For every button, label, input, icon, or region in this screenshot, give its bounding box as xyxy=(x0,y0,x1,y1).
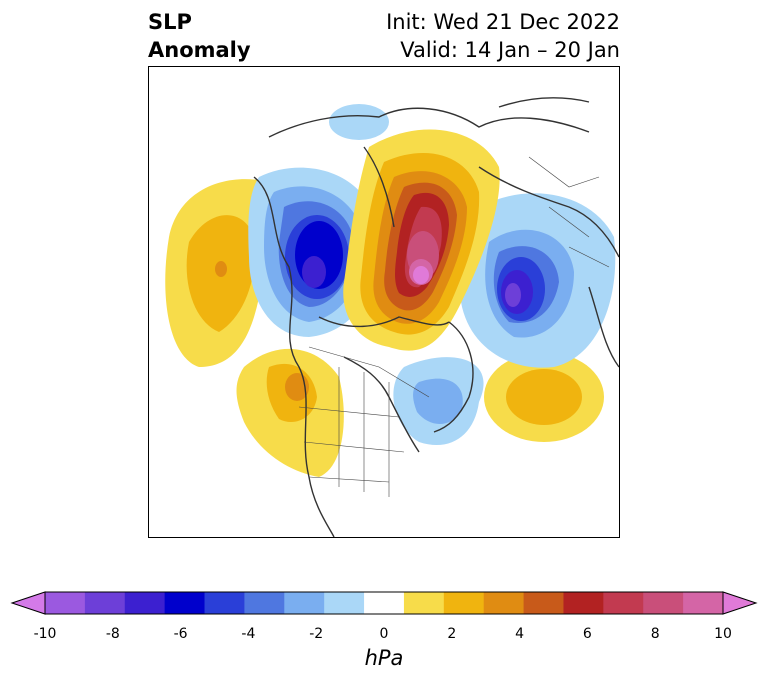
canada-low-anomaly xyxy=(393,357,484,446)
colorbar-bin xyxy=(84,592,126,614)
colorbar-bin xyxy=(443,592,485,614)
colorbar-tick-label: 6 xyxy=(582,626,592,642)
colorbar-tick-label: 10 xyxy=(714,626,732,642)
colorbar-tick-label: -2 xyxy=(309,626,324,642)
colorbar-label: hPa xyxy=(364,646,404,670)
colorbar-bins xyxy=(45,592,724,614)
coastlines xyxy=(253,97,619,537)
europe-low-anomaly xyxy=(453,193,616,368)
colorbar-bin xyxy=(284,592,325,614)
colorbar-bin xyxy=(403,592,445,614)
map-title: SLP Anomaly xyxy=(148,8,251,64)
colorbar-bin xyxy=(603,592,644,614)
colorbar-max-extension xyxy=(722,591,758,615)
arctic-high-anomaly xyxy=(343,129,500,351)
colorbar-bin xyxy=(563,592,604,614)
colorbar-tick-label: -8 xyxy=(105,626,120,642)
colorbar-min-extension xyxy=(10,591,46,615)
colorbar-bin xyxy=(204,592,245,614)
title-line-2: Anomaly xyxy=(148,38,251,62)
colorbar-tick-label: -6 xyxy=(173,626,188,642)
colorbar-bin xyxy=(324,592,365,614)
slp-anomaly-map xyxy=(148,66,620,538)
colorbar-bin xyxy=(364,592,405,614)
colorbar-bin xyxy=(683,592,724,614)
colorbar xyxy=(10,591,758,615)
colorbar-tick-label: 0 xyxy=(379,626,389,642)
country-borders xyxy=(298,156,610,497)
colorbar-bin xyxy=(124,592,166,614)
colorbar-bin xyxy=(523,592,564,614)
init-date: Init: Wed 21 Dec 2022 xyxy=(386,10,620,34)
colorbar-tick-label: 8 xyxy=(650,626,660,642)
colorbar-bin xyxy=(164,592,206,614)
valid-range: Valid: 14 Jan – 20 Jan xyxy=(400,38,620,62)
colorbar-bin xyxy=(483,592,525,614)
colorbar-bin xyxy=(244,592,285,614)
colorbar-tick-label: 4 xyxy=(515,626,525,642)
arctic-low-anomaly xyxy=(329,104,389,140)
colorbar-tick-label: 2 xyxy=(447,626,457,642)
title-line-1: SLP xyxy=(148,10,192,34)
colorbar-tick-label: -4 xyxy=(241,626,256,642)
colorbar-bin xyxy=(643,592,684,614)
west-na-high-anomaly xyxy=(236,348,344,477)
map-canvas xyxy=(165,97,619,537)
colorbar-outline xyxy=(44,591,724,615)
forecast-dates: Init: Wed 21 Dec 2022 Valid: 14 Jan – 20… xyxy=(386,8,620,64)
colorbar-tick-label: -10 xyxy=(33,626,57,642)
colorbar-bin xyxy=(45,592,86,614)
atlantic-high-anomaly xyxy=(484,352,604,442)
